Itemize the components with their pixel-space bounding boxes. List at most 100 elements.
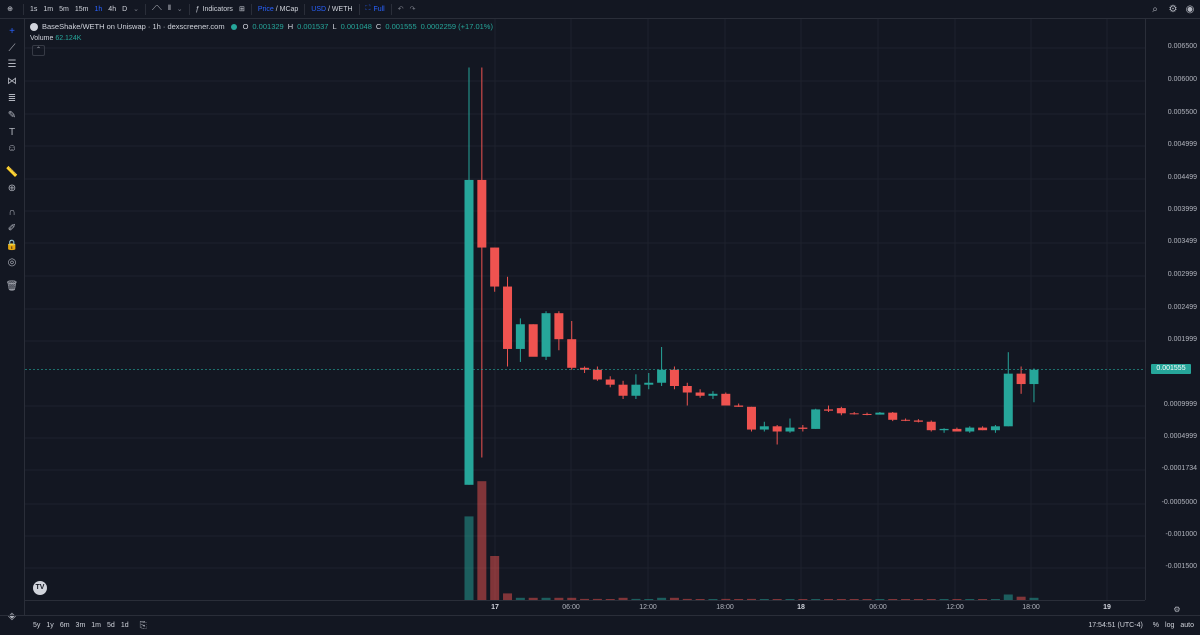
horizontal-lines-icon[interactable]: ☰ — [7, 58, 17, 70]
candle-body[interactable] — [669, 369, 679, 386]
candle-body[interactable] — [901, 419, 911, 421]
symbol-title[interactable]: BaseShake/WETH on Uniswap · 1h · dexscre… — [42, 22, 225, 31]
interval-1m[interactable]: 1m — [43, 5, 54, 13]
brush-icon[interactable]: ✎ — [7, 109, 17, 121]
lock-icon[interactable]: 🔒 — [5, 239, 19, 251]
trend-line-icon[interactable]: ⟋ — [8, 42, 16, 54]
pencil-lock-icon[interactable]: ✐ — [7, 222, 17, 234]
chart-type-dropdown-icon[interactable]: ⌄ — [176, 6, 183, 13]
range-6m[interactable]: 6m — [59, 622, 70, 629]
candle-body[interactable] — [580, 367, 590, 370]
candle-body[interactable] — [978, 427, 988, 431]
candle-body[interactable] — [746, 406, 756, 430]
candle-body[interactable] — [811, 409, 821, 429]
candle-body[interactable] — [888, 412, 898, 420]
interval-dropdown-icon[interactable]: ⌄ — [133, 6, 140, 13]
usd-option[interactable]: USD — [311, 5, 327, 13]
candle-body[interactable] — [528, 324, 538, 357]
candle-body[interactable] — [618, 384, 628, 396]
candle-body[interactable] — [657, 369, 667, 383]
candle-body[interactable] — [477, 179, 487, 248]
candle-body[interactable] — [721, 393, 731, 406]
candle-body[interactable] — [515, 324, 525, 349]
magnet-icon[interactable]: ∩ — [8, 206, 16, 218]
candle-body[interactable] — [965, 427, 975, 432]
fib-retracement-icon[interactable]: ≣ — [7, 92, 17, 104]
range-1y[interactable]: 1y — [46, 622, 54, 629]
candle-body[interactable] — [734, 405, 744, 407]
candle-body[interactable] — [824, 409, 834, 411]
range-5d[interactable]: 5d — [107, 622, 115, 629]
crosshair-icon[interactable]: + — [9, 25, 15, 37]
candle-body[interactable] — [605, 379, 615, 385]
candle-body[interactable] — [567, 339, 577, 368]
interval-15m[interactable]: 15m — [74, 5, 89, 13]
time-axis[interactable]: 17 06:00 12:00 18:00 18 06:00 12:00 18:00 19 — [25, 600, 1145, 616]
candle-body[interactable] — [939, 428, 949, 431]
log-toggle[interactable]: log — [1165, 622, 1175, 629]
chart-type-line-icon[interactable]: ⟋⟍ — [152, 5, 162, 12]
candle-body[interactable] — [785, 427, 795, 432]
candle-body[interactable] — [490, 247, 500, 287]
auto-toggle[interactable]: auto — [1180, 622, 1194, 629]
candle-body[interactable] — [875, 412, 885, 415]
interval-1h[interactable]: 1h — [94, 5, 103, 13]
candle-body[interactable] — [772, 426, 782, 432]
add-symbol-icon[interactable]: ⊕ — [7, 6, 13, 13]
layouts-icon[interactable]: ⊞ — [238, 6, 245, 13]
interval-1s[interactable]: 1s — [30, 5, 38, 13]
candle-body[interactable] — [631, 384, 641, 396]
price-axis[interactable]: 0.006500 0.006000 0.005500 0.004999 0.004499… — [1145, 19, 1200, 600]
price-option[interactable]: Price — [257, 5, 274, 13]
range-1m[interactable]: 1m — [91, 622, 102, 629]
interval-5m[interactable]: 5m — [59, 5, 69, 13]
candle-body[interactable] — [695, 392, 705, 396]
candle-body[interactable] — [926, 421, 936, 431]
camera-icon[interactable]: ◉ — [1185, 3, 1195, 15]
emoji-icon[interactable]: ☺ — [6, 142, 18, 154]
chart-type-candles-icon[interactable]: ⫴ — [167, 5, 171, 12]
candle-body[interactable] — [862, 413, 872, 415]
price-mcap-toggle[interactable]: Price / MCap — [255, 0, 301, 18]
eye-icon[interactable]: ◎ — [7, 256, 17, 268]
indicators-button[interactable]: ƒ Indicators — [193, 0, 236, 18]
candlestick-chart[interactable] — [25, 19, 1145, 600]
range-1d[interactable]: 1d — [120, 622, 129, 629]
ruler-icon[interactable]: 📏 — [5, 166, 19, 178]
weth-option[interactable]: WETH — [331, 5, 353, 13]
interval-d[interactable]: D — [122, 5, 128, 13]
candle-body[interactable] — [990, 426, 1000, 431]
full-button[interactable]: ⛶ Full — [363, 0, 388, 18]
mcap-option[interactable]: MCap — [279, 5, 299, 13]
candle-body[interactable] — [554, 313, 564, 340]
candle-body[interactable] — [759, 426, 769, 430]
candle-body[interactable] — [464, 179, 474, 485]
date-range-icon[interactable]: ⎘ — [139, 620, 147, 630]
candle-body[interactable] — [541, 313, 551, 357]
percent-toggle[interactable]: % — [1152, 622, 1160, 629]
undo-icon[interactable]: ↶ — [397, 6, 404, 13]
interval-4h[interactable]: 4h — [108, 5, 117, 13]
candle-body[interactable] — [952, 428, 962, 432]
candle-body[interactable] — [644, 382, 654, 385]
currency-toggle[interactable]: USD / WETH — [308, 0, 355, 18]
range-5y[interactable]: 5y — [33, 622, 41, 629]
axis-settings-icon[interactable]: ⚙ — [1173, 604, 1181, 614]
trash-icon[interactable]: 🗑 — [5, 280, 19, 292]
candle-body[interactable] — [1003, 373, 1013, 427]
candle-body[interactable] — [798, 427, 808, 429]
candle-body[interactable] — [682, 386, 692, 393]
redo-icon[interactable]: ↷ — [409, 6, 416, 13]
candle-body[interactable] — [849, 413, 859, 415]
tradingview-logo[interactable]: TV — [33, 581, 47, 595]
candle-body[interactable] — [836, 408, 846, 414]
text-tool-icon[interactable]: T — [8, 126, 16, 138]
search-icon[interactable]: ⌕ — [1152, 3, 1158, 15]
zoom-in-icon[interactable]: ⊕ — [7, 182, 17, 194]
gear-icon[interactable]: ⚙ — [1168, 3, 1178, 15]
range-3m[interactable]: 3m — [75, 622, 86, 629]
candle-body[interactable] — [1016, 373, 1026, 385]
candle-body[interactable] — [913, 420, 923, 422]
clock[interactable]: 17:54:51 (UTC-4) — [1088, 622, 1143, 629]
layers-icon[interactable]: ◈ — [8, 610, 16, 622]
